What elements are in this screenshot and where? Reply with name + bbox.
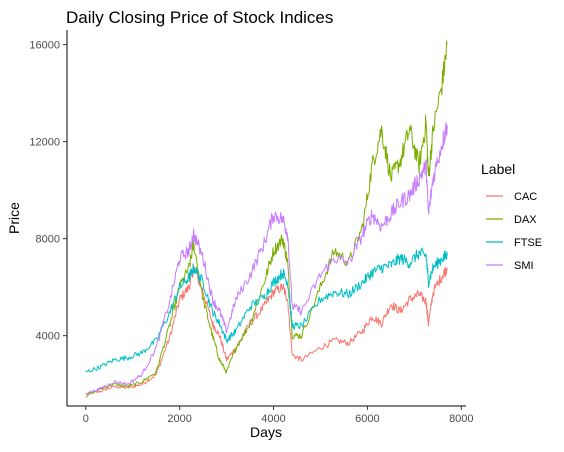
series-line-dax <box>85 40 448 398</box>
y-tick-label: 16000 <box>29 40 60 52</box>
legend-label-smi: SMI <box>514 260 534 272</box>
x-tick-label: 4000 <box>261 413 285 425</box>
series-line-ftse <box>85 247 448 373</box>
x-tick-label: 6000 <box>355 413 379 425</box>
x-axis-title: Days <box>250 424 282 440</box>
legend: Label CAC DAX FTSE SMI <box>481 161 542 272</box>
y-tick-label: 4000 <box>36 331 60 343</box>
axes <box>66 30 466 407</box>
axis-ticks: 0 2000 4000 6000 8000 4000 8000 12000 16000 <box>29 40 473 425</box>
legend-label-cac: CAC <box>514 191 537 203</box>
series-line-cac <box>85 265 448 395</box>
x-tick-label: 2000 <box>167 413 191 425</box>
y-tick-label: 8000 <box>36 234 60 246</box>
y-tick-label: 12000 <box>29 137 60 149</box>
legend-title: Label <box>481 161 515 177</box>
y-axis-title: Price <box>6 202 22 234</box>
legend-label-dax: DAX <box>514 214 537 226</box>
chart-title: Daily Closing Price of Stock Indices <box>66 8 333 27</box>
legend-label-ftse: FTSE <box>514 237 542 249</box>
x-tick-label: 0 <box>83 413 89 425</box>
plot-area <box>85 40 448 398</box>
series-line-smi <box>85 122 448 396</box>
x-tick-label: 8000 <box>449 413 473 425</box>
